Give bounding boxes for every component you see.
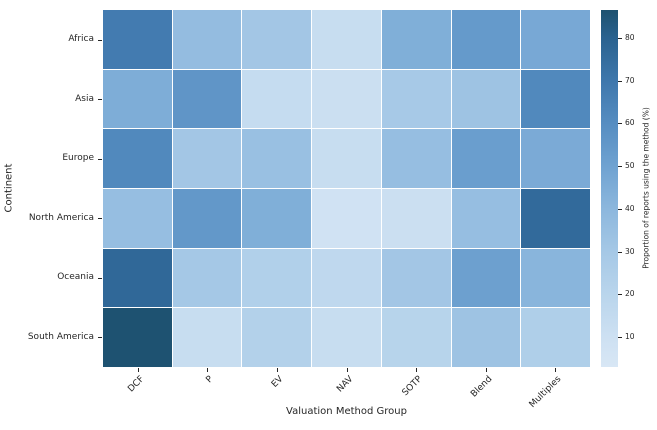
x-tick-mark xyxy=(137,368,139,372)
colorbar-tick-mark xyxy=(618,337,622,339)
heatmap-cell-north-america-sotp xyxy=(381,189,451,248)
x-tick-mark xyxy=(555,368,557,372)
colorbar-tick-label-40: 40 xyxy=(625,203,635,213)
heatmap-cell-europe-blend xyxy=(451,129,521,188)
x-tick-label-dcf: DCF xyxy=(126,374,147,395)
heatmap-cell-north-america-ev xyxy=(242,189,312,248)
x-tick-label-blend: Blend xyxy=(468,374,495,400)
heatmap-cell-europe-ev xyxy=(242,129,312,188)
y-tick-label-africa: Africa xyxy=(68,34,94,45)
heatmap-cell-oceania-p xyxy=(172,248,242,308)
y-tick-label-asia: Asia xyxy=(75,93,94,104)
colorbar-tick-mark xyxy=(618,37,622,39)
colorbar-tick-label-30: 30 xyxy=(625,246,635,256)
colorbar-tick-label-50: 50 xyxy=(625,161,635,171)
heatmap-cell-africa-sotp xyxy=(381,10,451,69)
y-tick-mark xyxy=(98,158,102,160)
colorbar xyxy=(601,10,618,367)
y-tick-mark xyxy=(98,39,102,41)
x-tick-label-multiples: Multiples xyxy=(527,374,564,410)
colorbar-tick-mark xyxy=(618,80,622,82)
heatmap-grid xyxy=(103,10,590,367)
colorbar-tick-mark xyxy=(618,294,622,296)
heatmap-cell-asia-multiples xyxy=(521,69,590,129)
colorbar-tick-mark xyxy=(618,251,622,253)
x-tick-label-p: P xyxy=(204,374,216,386)
x-tick-mark xyxy=(416,368,418,372)
y-tick-label-south-america: South America xyxy=(27,331,94,342)
x-tick-label-ev: EV xyxy=(269,374,286,390)
heatmap-cell-europe-sotp xyxy=(381,129,451,188)
heatmap-cell-asia-nav xyxy=(312,69,381,129)
heatmap-cell-south-america-dcf xyxy=(103,308,172,367)
heatmap-cell-south-america-multiples xyxy=(521,308,590,367)
x-axis-title: Valuation Method Group xyxy=(286,406,407,417)
heatmap-cell-oceania-dcf xyxy=(103,248,172,308)
colorbar-tick-mark xyxy=(618,123,622,125)
colorbar-tick-label-20: 20 xyxy=(625,289,635,299)
heatmap-cell-north-america-dcf xyxy=(103,189,172,248)
heatmap-cell-africa-multiples xyxy=(521,10,590,69)
heatmap-cell-south-america-ev xyxy=(242,308,312,367)
x-tick-mark xyxy=(346,368,348,372)
colorbar-tick-mark xyxy=(618,166,622,168)
heatmap-cell-oceania-nav xyxy=(312,248,381,308)
heatmap-cell-north-america-blend xyxy=(451,189,521,248)
x-tick-mark xyxy=(485,368,487,372)
heatmap-cell-oceania-multiples xyxy=(521,248,590,308)
heatmap-cell-oceania-sotp xyxy=(381,248,451,308)
heatmap-cell-europe-dcf xyxy=(103,129,172,188)
x-tick-label-sotp: SOTP xyxy=(400,374,425,399)
heatmap-cell-south-america-nav xyxy=(312,308,381,367)
colorbar-tick-label-80: 80 xyxy=(625,32,635,42)
heatmap-cell-asia-p xyxy=(172,69,242,129)
colorbar-tick-mark xyxy=(618,208,622,210)
colorbar-tick-label-10: 10 xyxy=(625,332,635,342)
heatmap-cell-south-america-sotp xyxy=(381,308,451,367)
y-tick-label-europe: Europe xyxy=(62,153,94,164)
heatmap-cell-asia-ev xyxy=(242,69,312,129)
colorbar-label: Proportion of reports using the method (… xyxy=(641,107,651,269)
x-tick-mark xyxy=(207,368,209,372)
heatmap-cell-south-america-p xyxy=(172,308,242,367)
heatmap-cell-south-america-blend xyxy=(451,308,521,367)
y-tick-label-north-america: North America xyxy=(28,212,94,223)
heatmap-cell-africa-blend xyxy=(451,10,521,69)
heatmap-cell-asia-dcf xyxy=(103,69,172,129)
x-tick-mark xyxy=(276,368,278,372)
heatmap-cell-europe-nav xyxy=(312,129,381,188)
y-axis-title: Continent xyxy=(3,163,15,213)
heatmap-cell-north-america-nav xyxy=(312,189,381,248)
colorbar-tick-label-60: 60 xyxy=(625,118,635,128)
y-tick-label-oceania: Oceania xyxy=(57,272,94,283)
y-tick-mark xyxy=(98,337,102,339)
heatmap-cell-africa-nav xyxy=(312,10,381,69)
x-tick-label-nav: NAV xyxy=(334,374,355,395)
colorbar-tick-label-70: 70 xyxy=(625,75,635,85)
heatmap-cell-asia-sotp xyxy=(381,69,451,129)
y-tick-mark xyxy=(98,277,102,279)
y-tick-mark xyxy=(98,99,102,101)
heatmap-cell-europe-multiples xyxy=(521,129,590,188)
heatmap-cell-north-america-p xyxy=(172,189,242,248)
y-tick-mark xyxy=(98,218,102,220)
heatmap-cell-africa-p xyxy=(172,10,242,69)
heatmap-cell-oceania-blend xyxy=(451,248,521,308)
heatmap-cell-oceania-ev xyxy=(242,248,312,308)
heatmap-cell-europe-p xyxy=(172,129,242,188)
heatmap-cell-africa-ev xyxy=(242,10,312,69)
heatmap-cell-asia-blend xyxy=(451,69,521,129)
heatmap-cell-north-america-multiples xyxy=(521,189,590,248)
heatmap-cell-africa-dcf xyxy=(103,10,172,69)
